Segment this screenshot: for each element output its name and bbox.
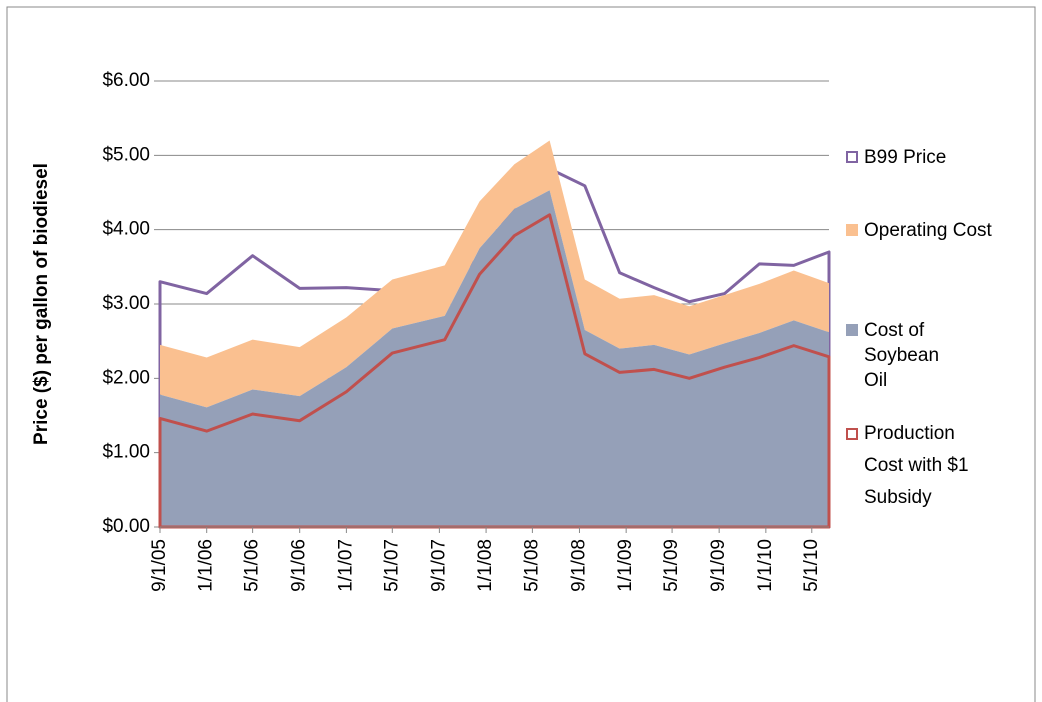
x-tick-label: 1/1/08 [475, 539, 496, 592]
x-tick-label: 1/1/07 [335, 539, 356, 592]
x-tick-label: 5/1/09 [661, 539, 682, 592]
legend-swatch [846, 224, 858, 236]
legend-item: B99 Price [846, 145, 1036, 170]
legend-label: Cost of Soybean Oil [864, 320, 940, 391]
legend-label: B99 Price [864, 147, 947, 168]
legend-item: Cost of Soybean Oil [846, 318, 966, 393]
outline-area [158, 213, 831, 529]
x-tick-label: 5/1/08 [521, 539, 542, 592]
area [160, 190, 829, 527]
y-axis-title: Price ($) per gallon of biodiesel [31, 163, 52, 445]
y-tick-label: $6.00 [102, 70, 150, 91]
x-tick-label: 9/1/05 [149, 539, 170, 592]
x-tick-label: 1/1/09 [615, 539, 636, 592]
legend-item: Operating Cost [846, 218, 1036, 243]
x-tick-label: 9/1/08 [568, 539, 589, 592]
x-tick-label: 5/1/07 [381, 539, 402, 592]
area [160, 140, 829, 408]
chart-frame [6, 6, 1036, 702]
x-tick-label: 5/1/10 [801, 539, 822, 592]
x-tick-label: 9/1/09 [708, 539, 729, 592]
x-tick-label: 5/1/06 [242, 539, 263, 592]
legend-label: Operating Cost [864, 220, 992, 241]
legend-swatch [846, 428, 858, 440]
x-tick-label: 9/1/06 [289, 539, 310, 592]
y-tick-label: $5.00 [102, 144, 150, 165]
y-tick-label: $4.00 [102, 219, 150, 240]
legend-swatch [846, 324, 858, 336]
legend-label: Production Cost with $1 Subsidy [864, 423, 969, 508]
y-tick-label: $1.00 [102, 442, 150, 463]
x-tick-label: 1/1/10 [755, 539, 776, 592]
y-tick-label: $0.00 [102, 516, 150, 537]
x-tick-label: 9/1/07 [428, 539, 449, 592]
legend-swatch [846, 151, 858, 163]
x-tick-label: 1/1/06 [196, 539, 217, 592]
legend-item: Production Cost with $1 Subsidy [846, 418, 996, 514]
y-tick-label: $3.00 [102, 293, 150, 314]
y-tick-label: $2.00 [102, 367, 150, 388]
